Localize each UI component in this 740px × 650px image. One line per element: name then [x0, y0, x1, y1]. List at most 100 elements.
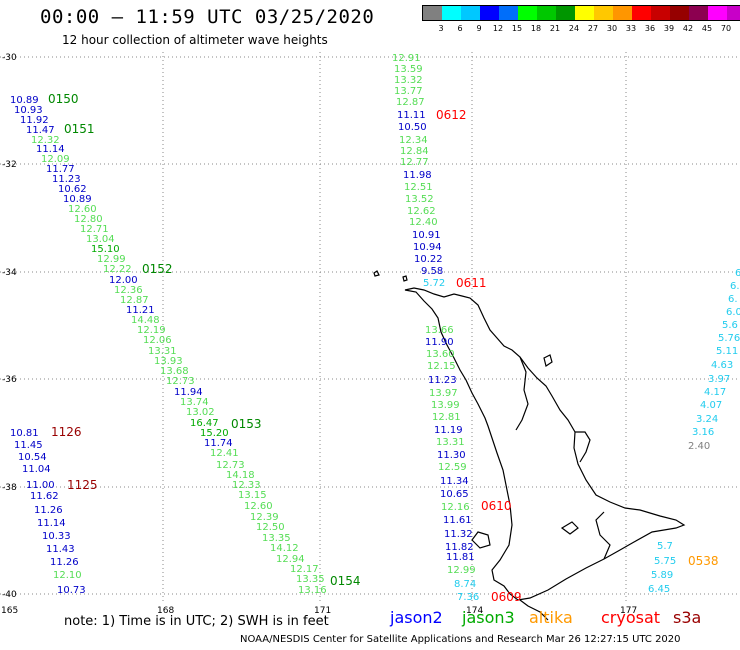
wave-height-value: 12.09 — [41, 154, 70, 165]
wave-height-value: 8.74 — [454, 579, 476, 590]
wave-height-value: 10.33 — [42, 531, 71, 542]
wave-height-value: 11.94 — [174, 387, 203, 398]
wave-height-value: 14.48 — [131, 315, 160, 326]
map-subtitle: 12 hour collection of altimeter wave hei… — [62, 33, 328, 47]
legend-swatch — [537, 5, 556, 21]
wave-height-value: 9.58 — [421, 266, 443, 277]
legend-swatch — [518, 5, 537, 21]
legend-tick-label: 18 — [530, 24, 542, 33]
legend-tick-label: 33 — [625, 24, 637, 33]
legend-swatch — [442, 5, 461, 21]
wave-height-value: 12.06 — [143, 335, 172, 346]
wave-height-value: 10.81 — [10, 428, 39, 439]
wave-height-value: 12.87 — [120, 295, 149, 306]
pass-time-label: 0612 — [436, 108, 467, 122]
latitude-label: -40 — [2, 590, 17, 600]
wave-height-value: 12.81 — [432, 412, 461, 423]
wave-height-value: 11.90 — [425, 337, 454, 348]
legend-swatch — [689, 5, 708, 21]
wave-height-value: 10.73 — [57, 585, 86, 596]
legend-tick-label: 3 — [438, 24, 444, 33]
legend-tick-label: 36 — [644, 24, 656, 33]
longitude-label: 171 — [314, 606, 331, 616]
wave-height-value: 10.91 — [412, 230, 441, 241]
wave-height-value: 6.0 — [726, 307, 740, 318]
south-island-top — [519, 599, 549, 621]
wave-height-value: 11.26 — [34, 505, 63, 516]
wave-height-value: 13.97 — [429, 388, 458, 399]
wave-height-value: 13.31 — [436, 437, 465, 448]
wave-height-value: 13.66 — [425, 325, 454, 336]
wave-height-value: 11.62 — [30, 491, 59, 502]
wave-height-value: 13.93 — [154, 356, 183, 367]
wave-height-value: 12.84 — [400, 146, 429, 157]
wave-height-value: 13.32 — [394, 75, 423, 86]
wave-height-value: 5.6 — [722, 320, 738, 331]
wave-height-value: 3.97 — [708, 374, 730, 385]
pass-time-label: 0153 — [231, 417, 262, 431]
wave-height-value: 10.89 — [63, 194, 92, 205]
pass-time-label: 0154 — [330, 574, 361, 588]
longitude-label: 177 — [620, 606, 637, 616]
hawke-bay — [595, 511, 611, 560]
islet-1 — [373, 270, 380, 277]
wave-height-value: 12.91 — [392, 53, 421, 64]
wave-height-value: 2.40 — [688, 441, 710, 452]
wave-height-value: 11.45 — [14, 440, 43, 451]
wave-height-value: 11.32 — [444, 529, 473, 540]
wave-height-value: 12.73 — [216, 460, 245, 471]
legend-tick-label: 45 — [701, 24, 713, 33]
longitude-label: 174 — [466, 606, 483, 616]
latitude-label: -34 — [2, 268, 17, 278]
wave-height-value: 12.00 — [109, 275, 138, 286]
latitude-label: -36 — [2, 375, 17, 385]
legend-tick-label: 6 — [457, 24, 463, 33]
wave-height-value: 12.60 — [68, 204, 97, 215]
legend-tick-label: 24 — [568, 24, 580, 33]
north-island-coast — [404, 287, 686, 601]
wave-height-value: 11.98 — [403, 170, 432, 181]
wave-height-value: 4.63 — [711, 360, 733, 371]
wave-height-value: 11.34 — [440, 476, 469, 487]
legend-swatch — [670, 5, 689, 21]
legend-tick-label: 39 — [663, 24, 675, 33]
taranaki — [471, 531, 491, 549]
wave-height-value: 10.93 — [14, 105, 43, 116]
wave-height-value: 5.7 — [657, 541, 673, 552]
wave-height-value: 10.22 — [414, 254, 443, 265]
latitude-label: -32 — [2, 160, 17, 170]
map-title: 00:00 – 11:59 UTC 03/25/2020 — [40, 6, 375, 28]
wave-height-value: 14.18 — [226, 470, 255, 481]
legend-swatch — [727, 5, 740, 21]
wave-height-value: 3.16 — [692, 427, 714, 438]
latitude-label: -38 — [2, 483, 17, 493]
wave-height-value: 12.62 — [407, 206, 436, 217]
legend-swatch — [632, 5, 651, 21]
pass-time-label: 0609 — [491, 590, 522, 604]
grid-lines — [0, 52, 740, 604]
pass-time-label: 0151 — [64, 122, 95, 136]
wave-height-value: 12.16 — [441, 502, 470, 513]
wave-height-value: 12.77 — [400, 157, 429, 168]
wave-height-value: 5.89 — [651, 570, 673, 581]
wave-height-value: 12.10 — [53, 570, 82, 581]
wave-height-value: 12.50 — [256, 522, 285, 533]
pass-time-label: 0152 — [142, 262, 173, 276]
wave-height-value: 15.20 — [200, 428, 229, 439]
legend-swatch — [651, 5, 670, 21]
wave-height-value: 10.62 — [58, 184, 87, 195]
satellite-legend-s3a: s3a — [673, 608, 702, 627]
wave-height-value: 3.24 — [696, 414, 718, 425]
wave-height-value: 11.47 — [26, 125, 55, 136]
wave-height-values: 10.8910.9311.9211.4712.3211.1412.0911.77… — [10, 53, 740, 603]
legend-swatch — [708, 5, 727, 21]
wave-height-value: 13.99 — [431, 400, 460, 411]
wave-height-value: 12.41 — [210, 448, 239, 459]
wave-height-value: 13.60 — [426, 349, 455, 360]
legend-swatch — [461, 5, 480, 21]
wave-height-value: 12.87 — [396, 97, 425, 108]
wave-height-value: 11.81 — [446, 552, 475, 563]
wave-height-value: 13.35 — [296, 574, 325, 585]
wave-height-value: 11.14 — [36, 144, 65, 155]
wave-height-value: 12.32 — [31, 135, 60, 146]
